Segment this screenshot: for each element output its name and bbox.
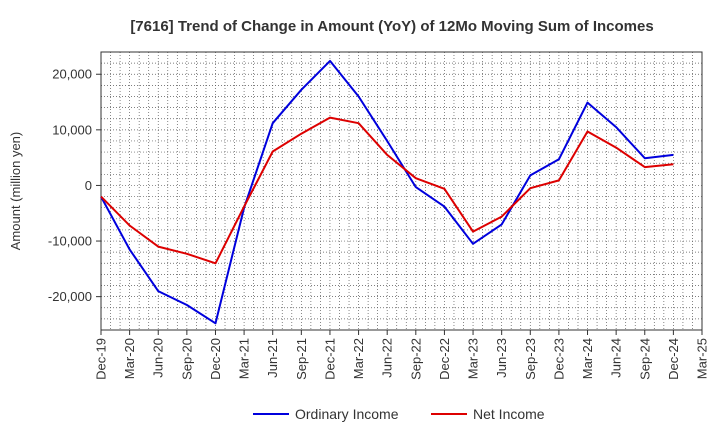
x-tick-label: Mar-25 xyxy=(695,338,710,379)
chart-title: [7616] Trend of Change in Amount (YoY) o… xyxy=(130,18,653,35)
x-tick-label: Sep-24 xyxy=(637,338,652,380)
x-tick-label: Jun-23 xyxy=(494,338,509,378)
x-tick-label: Sep-20 xyxy=(179,338,194,380)
x-tick-label: Mar-24 xyxy=(580,338,595,379)
legend-label: Ordinary Income xyxy=(295,406,399,422)
x-tick-label: Mar-22 xyxy=(351,338,366,379)
series-line-net-income xyxy=(100,116,674,265)
plot-frame xyxy=(100,51,703,331)
x-tick-label: Sep-22 xyxy=(408,338,423,380)
series-line-ordinary-income xyxy=(100,59,674,325)
x-tick-label: Jun-24 xyxy=(609,338,624,378)
x-tick-label: Dec-19 xyxy=(94,338,109,380)
y-axis-label: Amount (million yen) xyxy=(8,132,23,251)
legend: Ordinary Income Net Income xyxy=(253,406,545,422)
y-tick-label: 0 xyxy=(85,178,92,193)
x-tick-label: Jun-20 xyxy=(151,338,166,378)
x-tick-label: Mar-20 xyxy=(122,338,137,379)
grid xyxy=(101,52,702,330)
x-tick-label: Dec-23 xyxy=(551,338,566,380)
x-tick-label: Jun-21 xyxy=(265,338,280,378)
series-group xyxy=(100,59,674,325)
y-axis-ticks: -20,000 -10,000 0 10,000 20,000 xyxy=(48,67,101,304)
x-tick-label: Sep-23 xyxy=(523,338,538,380)
x-tick-label: Mar-23 xyxy=(466,338,481,379)
y-tick-label: -10,000 xyxy=(48,234,92,249)
x-tick-label: Jun-22 xyxy=(380,338,395,378)
x-axis-ticks: Dec-19 Mar-20 Jun-20 Sep-20 Dec-20 Mar-21 Jun-… xyxy=(94,330,710,380)
y-tick-label: 20,000 xyxy=(52,67,92,82)
x-tick-label: Sep-21 xyxy=(294,338,309,380)
x-tick-label: Dec-20 xyxy=(208,338,223,380)
y-tick-label: 10,000 xyxy=(52,122,92,137)
legend-label: Net Income xyxy=(473,406,545,422)
x-tick-label: Dec-21 xyxy=(322,338,337,380)
y-tick-label: -20,000 xyxy=(48,289,92,304)
x-tick-label: Dec-24 xyxy=(666,338,681,380)
x-tick-label: Mar-21 xyxy=(237,338,252,379)
x-tick-label: Dec-22 xyxy=(437,338,452,380)
